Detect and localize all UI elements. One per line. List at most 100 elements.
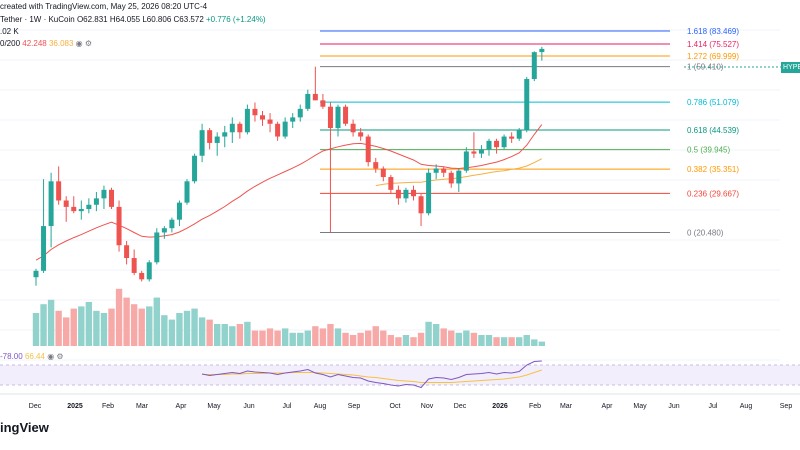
candle-body bbox=[327, 106, 333, 129]
volume-bar bbox=[349, 335, 357, 346]
volume-bar bbox=[85, 302, 93, 346]
volume-bar bbox=[251, 330, 259, 346]
candle-body bbox=[192, 155, 198, 182]
open-value: O62.831 bbox=[76, 15, 108, 24]
candle-body bbox=[290, 117, 296, 122]
candle-body bbox=[101, 189, 107, 199]
volume-bar bbox=[319, 328, 327, 346]
candle-body bbox=[267, 119, 273, 124]
ma-readout[interactable]: 0/200 42.248 36.083 ◉ ⚙ bbox=[0, 39, 92, 48]
volume-bar bbox=[63, 317, 70, 346]
rsi-ma-line bbox=[202, 369, 542, 383]
volume-bar bbox=[274, 330, 281, 346]
volume-bar bbox=[146, 306, 153, 346]
fib-level-label: 1.414 (75.527) bbox=[687, 40, 739, 49]
candle-body bbox=[335, 106, 341, 129]
volume-bar bbox=[531, 339, 538, 346]
candle-body bbox=[305, 93, 311, 109]
candle-body bbox=[71, 206, 77, 212]
volume-bar bbox=[440, 328, 447, 346]
volume-bar bbox=[78, 306, 85, 346]
time-axis-label: Feb bbox=[102, 403, 114, 410]
volume-bar bbox=[191, 308, 198, 346]
candle-body bbox=[260, 115, 265, 120]
volume-bar bbox=[425, 321, 432, 346]
volume-bar bbox=[281, 328, 289, 346]
volume-bar bbox=[538, 341, 546, 346]
volume-bar bbox=[100, 313, 108, 346]
candle-body bbox=[441, 168, 447, 173]
volume-bar bbox=[244, 321, 251, 346]
rsi-band bbox=[0, 365, 800, 385]
close-value: C63.572 bbox=[173, 15, 204, 24]
rsi-readout: -78.00 66.44 ◉ ⚙ bbox=[0, 352, 64, 361]
settings-icon[interactable]: ⚙ bbox=[56, 352, 64, 361]
volume-bar bbox=[470, 332, 478, 346]
candle-body bbox=[516, 130, 522, 139]
volume-bar bbox=[463, 330, 470, 346]
candle-body bbox=[154, 232, 160, 263]
candle-body bbox=[199, 130, 205, 156]
settings-icon[interactable]: ⚙ bbox=[84, 39, 93, 48]
volume-bar bbox=[214, 324, 221, 346]
candle-body bbox=[214, 136, 220, 143]
time-axis-label: Sep bbox=[780, 403, 793, 410]
time-axis-label: 2025 bbox=[67, 403, 83, 410]
time-axis-label: Oct bbox=[390, 403, 401, 410]
candle-body bbox=[124, 245, 130, 259]
candle-body bbox=[418, 196, 424, 214]
volume-bar bbox=[523, 335, 530, 346]
volume-bar bbox=[516, 337, 523, 346]
volume-bar bbox=[47, 299, 55, 346]
fib-level-label: 0.382 (35.351) bbox=[687, 165, 739, 174]
candle-body bbox=[109, 189, 114, 207]
volume-bars bbox=[32, 288, 546, 346]
volume-bar bbox=[478, 335, 485, 346]
candle-body bbox=[297, 108, 303, 118]
symbol-name[interactable]: Tether · 1W · KuCoin bbox=[0, 15, 75, 24]
eye-icon[interactable]: ◉ bbox=[75, 39, 83, 48]
volume-bar bbox=[365, 330, 372, 346]
volume-bar bbox=[417, 332, 425, 346]
low-value: L60.806 bbox=[142, 15, 172, 24]
candle-body bbox=[501, 136, 507, 148]
candle-body bbox=[41, 226, 47, 271]
candle-body bbox=[411, 189, 416, 197]
candle-body bbox=[146, 262, 152, 280]
ma-label: 0/200 bbox=[0, 39, 21, 48]
time-axis-label: Nov bbox=[421, 403, 434, 410]
time-axis-label: Sep bbox=[348, 403, 361, 410]
volume-bar bbox=[372, 326, 379, 346]
time-axis-label: Mar bbox=[560, 403, 573, 410]
time-axis-label: Aug bbox=[740, 403, 753, 410]
candle-body bbox=[312, 93, 318, 101]
volume-bar bbox=[410, 337, 417, 346]
candle-body bbox=[93, 198, 99, 205]
time-axis-label: Dec bbox=[29, 403, 42, 410]
eye-icon[interactable]: ◉ bbox=[47, 352, 55, 361]
candle-body bbox=[86, 204, 92, 210]
volume-bar bbox=[198, 317, 206, 346]
fib-level-label: 1.618 (83.469) bbox=[687, 27, 739, 36]
rsi-line bbox=[202, 360, 542, 389]
time-axis-label: May bbox=[207, 403, 221, 410]
candle-body bbox=[358, 132, 364, 137]
time-axis-label: Aug bbox=[314, 403, 327, 410]
time-axis-label: Apr bbox=[176, 403, 188, 410]
change-value: +0.776 (+1.24%) bbox=[206, 15, 266, 24]
candle-body bbox=[486, 140, 492, 150]
candle-body bbox=[373, 162, 379, 169]
volume-bar bbox=[432, 324, 440, 346]
volume-bar bbox=[176, 313, 183, 346]
fib-level-label: 0.5 (39.945) bbox=[687, 146, 730, 155]
fib-level-label: 0.236 (29.667) bbox=[687, 189, 739, 198]
candle-body bbox=[116, 206, 122, 246]
candle-body bbox=[237, 123, 243, 133]
time-axis-label: Jul bbox=[709, 403, 718, 410]
rsi-panel bbox=[0, 360, 800, 395]
time-axis-label: Apr bbox=[602, 403, 614, 410]
volume-bar bbox=[455, 332, 462, 346]
candle-body bbox=[63, 200, 69, 207]
candle-body bbox=[139, 272, 145, 280]
